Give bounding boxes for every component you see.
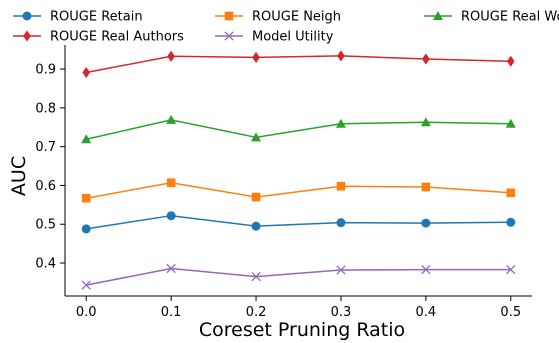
data-point <box>420 117 431 127</box>
data-point <box>337 50 345 62</box>
legend-item: ROUGE Real World <box>424 10 559 25</box>
y-tick-label: 0.5 <box>35 218 56 233</box>
data-point <box>251 271 261 282</box>
x-tick-label: 0.4 <box>416 305 437 320</box>
data-point <box>336 181 346 191</box>
data-point <box>336 265 346 275</box>
series-square <box>81 178 516 203</box>
data-point <box>81 193 91 203</box>
data-point <box>82 66 91 79</box>
data-point <box>167 50 175 62</box>
y-tick-label: 0.4 <box>35 257 56 272</box>
series-line <box>86 181 511 199</box>
legend-label: ROUGE Retain <box>50 10 143 25</box>
legend-item: ROUGE Retain <box>13 10 143 25</box>
data-point <box>81 134 92 144</box>
data-point <box>81 280 91 290</box>
data-point <box>166 178 176 188</box>
series-x <box>81 263 516 290</box>
y-axis-title: AUC <box>8 156 30 196</box>
legend-label: Model Utility <box>252 30 334 45</box>
data-point <box>505 118 516 128</box>
x-tick-label: 0.3 <box>331 305 352 320</box>
x-tick-label: 0.0 <box>76 305 97 320</box>
data-point <box>166 211 176 221</box>
data-point <box>421 182 431 192</box>
plot-area <box>81 50 516 290</box>
legend-item: ROUGE Real Authors <box>13 30 184 45</box>
x-axis-title: Coreset Pruning Ratio <box>199 319 405 341</box>
data-point <box>506 264 516 275</box>
data-point <box>506 217 516 227</box>
y-tick-label: 0.9 <box>35 63 56 78</box>
legend-item: ROUGE Neigh <box>215 10 341 25</box>
y-tick-label: 0.6 <box>35 179 56 194</box>
series-line <box>86 119 511 141</box>
legend-label: ROUGE Neigh <box>252 10 341 25</box>
x-tick-label: 0.5 <box>500 305 521 320</box>
legend-marker <box>224 31 234 41</box>
data-point <box>166 263 176 274</box>
legend-marker <box>23 30 31 42</box>
data-point <box>506 188 516 198</box>
series-line <box>86 267 511 286</box>
data-point <box>335 118 346 128</box>
legend-marker <box>22 11 32 21</box>
axes: 0.0 0.1 0.2 0.3 0.4 0.5 0.4 0.5 0.6 0.7 0.8 0.9 <box>35 45 532 320</box>
data-point <box>421 218 431 228</box>
y-tick-label: 0.7 <box>35 140 56 155</box>
data-point <box>251 221 261 231</box>
data-point <box>252 51 260 64</box>
data-point <box>422 53 430 65</box>
legend-marker <box>224 11 234 21</box>
series-line <box>86 214 511 230</box>
data-point <box>251 192 261 202</box>
data-point <box>421 264 431 275</box>
legend: ROUGE Retain ROUGE Neigh ROUGE Real World R… <box>13 10 559 45</box>
x-tick-label: 0.2 <box>246 305 267 320</box>
series-triangle <box>81 114 516 144</box>
legend-item: Model Utility <box>215 30 334 45</box>
series-line <box>86 55 511 74</box>
data-point <box>506 55 515 67</box>
data-point <box>251 132 262 142</box>
series-diamond <box>82 50 515 79</box>
data-point <box>166 114 177 124</box>
data-point <box>336 218 346 228</box>
legend-label: ROUGE Real World <box>461 10 559 25</box>
y-tick-label: 0.8 <box>35 101 56 116</box>
legend-label: ROUGE Real Authors <box>50 30 184 45</box>
series-circle <box>81 211 516 234</box>
data-point <box>81 224 91 234</box>
x-tick-label: 0.1 <box>161 305 182 320</box>
legend-marker <box>433 11 443 20</box>
